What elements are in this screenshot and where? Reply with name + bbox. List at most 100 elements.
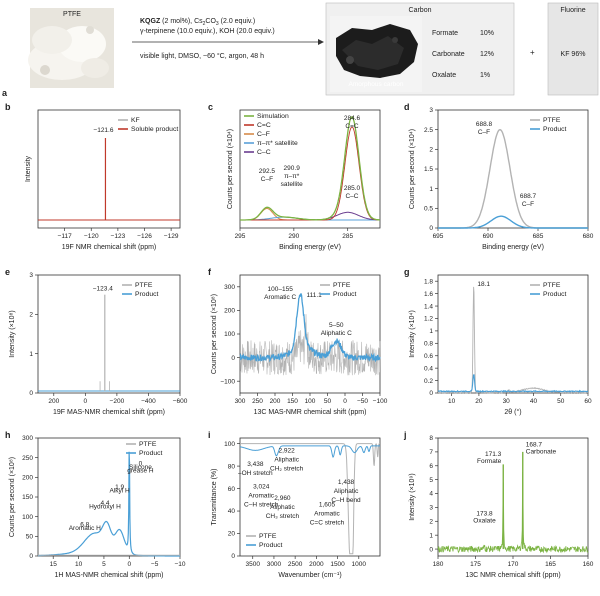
y-tick-label: 1.4 xyxy=(424,303,433,310)
x-axis-label: Binding energy (eV) xyxy=(482,244,544,251)
plus-sign: + xyxy=(530,48,535,57)
x-tick-label: 290 xyxy=(288,233,299,240)
x-tick-label: 2000 xyxy=(309,561,324,568)
annotation-111-1: 111.1 xyxy=(306,292,322,299)
reaction-line1: KQGZ (2 mol%), Cs2CO3 (2.0 equiv.) xyxy=(140,18,255,27)
series-ptfe xyxy=(240,443,380,555)
series-ptfe xyxy=(239,314,381,376)
y-tick-label: 0 xyxy=(231,355,235,362)
x-tick-label: 180 xyxy=(433,561,444,568)
x-tick-label: −600 xyxy=(173,398,188,405)
peak-label-290-9: 290.9 xyxy=(284,165,301,172)
panel-label-g: g xyxy=(404,267,410,277)
peak-label-168-7: 168.7 xyxy=(526,441,543,448)
y-tick-label: 0.6 xyxy=(424,353,433,360)
fluorine-box xyxy=(547,2,599,96)
legend-entry: PTFE xyxy=(135,282,153,289)
x-tick-label: −5 xyxy=(151,561,159,568)
peak-label-c-f: C–F xyxy=(261,176,273,183)
y-tick-label: 100 xyxy=(22,514,33,521)
panel-b: b −117 −120 −123 −126 −129 19F NMR chemical sh… xyxy=(5,102,181,251)
x-tick-label: −117 xyxy=(58,233,73,240)
peak-label-688-7: 688.7 xyxy=(520,193,537,200)
plot-frame xyxy=(437,437,589,557)
x-tick-label: 200 xyxy=(48,398,59,405)
annotation-6-8: 6.8 xyxy=(80,522,89,529)
y-tick-label: 40 xyxy=(228,508,236,515)
x-tick-label: 5 xyxy=(102,561,106,568)
x-tick-label: 15 xyxy=(50,561,58,568)
annotation-2922: 2,922 xyxy=(279,448,296,455)
panel-label-a: a xyxy=(2,88,8,98)
y-tick-label: 8 xyxy=(429,435,433,442)
amorphous-carbon-caption: Amorphous carbon xyxy=(349,81,404,88)
annotation-aromatic-h: Aromatic H xyxy=(69,525,101,532)
annotation-oh-stretch: –OH stretch xyxy=(238,470,273,477)
legend-entry: Product xyxy=(259,542,283,549)
series-product xyxy=(239,445,380,458)
y-tick-label: 1 xyxy=(429,532,433,539)
annotation-grease-h: grease H xyxy=(127,468,154,475)
y-tick-label: 300 xyxy=(22,435,33,442)
y-tick-label: 3 xyxy=(29,272,33,279)
y-tick-label: 2 xyxy=(429,518,433,525)
x-axis-label: 2θ (°) xyxy=(504,408,521,416)
y-tick-label: 2 xyxy=(29,312,33,319)
y-axis-label: Counts per second (×10⁸) xyxy=(211,294,218,374)
x-axis-label: 19F NMR chemical shift (ppm) xyxy=(62,244,157,251)
annotation-hydroxyl-h: Hydroxyl H xyxy=(89,503,121,510)
series-c-f xyxy=(240,208,380,221)
legend-entry: PTFE xyxy=(259,533,277,540)
panel-f: f 300 250 200 150 100 50 0 −50 −100 −100 0 100 200 300… xyxy=(208,267,388,416)
x-tick-label: −200 xyxy=(110,398,125,405)
peak-label-292-5: 292.5 xyxy=(259,168,276,175)
series-product xyxy=(437,374,589,393)
peak-label: −121.6 xyxy=(93,127,113,134)
ptfe-caption: PTFE xyxy=(63,11,81,18)
x-tick-label: −10 xyxy=(174,561,185,568)
y-tick-label: 3 xyxy=(429,505,433,512)
annotation-5-50: 5–50 xyxy=(329,322,344,329)
x-tick-label: 20 xyxy=(475,398,483,405)
panel-label-b: b xyxy=(5,102,11,112)
x-tick-label: −100 xyxy=(373,398,388,405)
annotation-0: 0 xyxy=(139,461,143,468)
y-tick-label: 2 xyxy=(429,147,433,154)
y-tick-label: 0.4 xyxy=(424,365,433,372)
x-tick-label: 3500 xyxy=(245,561,260,568)
peak-label-formate: Formate xyxy=(477,458,502,465)
legend-entry: Simulation xyxy=(257,113,289,120)
legend-entry: π–π* satellite xyxy=(257,140,298,147)
svg-text:Oxalate: Oxalate xyxy=(432,72,456,79)
plot-frame xyxy=(37,274,181,394)
legend-entry: KF xyxy=(131,117,140,124)
x-tick-label: 295 xyxy=(235,233,246,240)
y-tick-label: 0.8 xyxy=(424,341,433,348)
reaction-line3: visible light, DMSO, ~60 °C, argon, 48 h xyxy=(140,52,264,60)
x-tick-label: −120 xyxy=(84,233,99,240)
x-tick-label: 10 xyxy=(75,561,83,568)
annotation-cc-stretch: C=C stretch xyxy=(310,520,345,527)
x-tick-label: 2500 xyxy=(288,561,303,568)
y-tick-label: 300 xyxy=(224,284,235,291)
y-tick-label: 50 xyxy=(26,534,34,541)
legend-entry: PTFE xyxy=(139,441,157,448)
panel-label-e: e xyxy=(5,267,10,277)
legend-entry: Soluble product xyxy=(131,126,178,133)
y-axis-label: Counts per second (×10⁸) xyxy=(9,457,16,537)
panel-label-d: d xyxy=(404,102,410,112)
y-axis-label: Intensity (×10⁹) xyxy=(409,473,416,521)
charts-area: b −117 −120 −123 −126 −129 19F NMR chemical sh… xyxy=(5,102,594,579)
y-tick-label: 0 xyxy=(429,546,433,553)
svg-text:Carbonate: Carbonate xyxy=(432,51,465,58)
annotation-ch3-stretch: CH₃ stretch xyxy=(266,513,300,520)
y-tick-label: 1.2 xyxy=(424,316,433,323)
panel-e: e 200 0 −200 −400 −600 0 1 2 3 19F MAS-NMR chemica… xyxy=(5,267,188,416)
y-axis-label: Intensity (×10⁴) xyxy=(409,310,416,358)
peak-label-pi-pi: π–π* xyxy=(284,173,300,180)
y-axis-label: Counts per second (×10⁴) xyxy=(227,129,234,209)
peak-label-ptfe-cf: C–F xyxy=(478,129,490,136)
annotation-4-4: 4.4 xyxy=(100,500,109,507)
x-axis-label: 19F MAS-NMR chemical shift (ppm) xyxy=(53,409,165,416)
panel-label-h: h xyxy=(5,430,11,440)
